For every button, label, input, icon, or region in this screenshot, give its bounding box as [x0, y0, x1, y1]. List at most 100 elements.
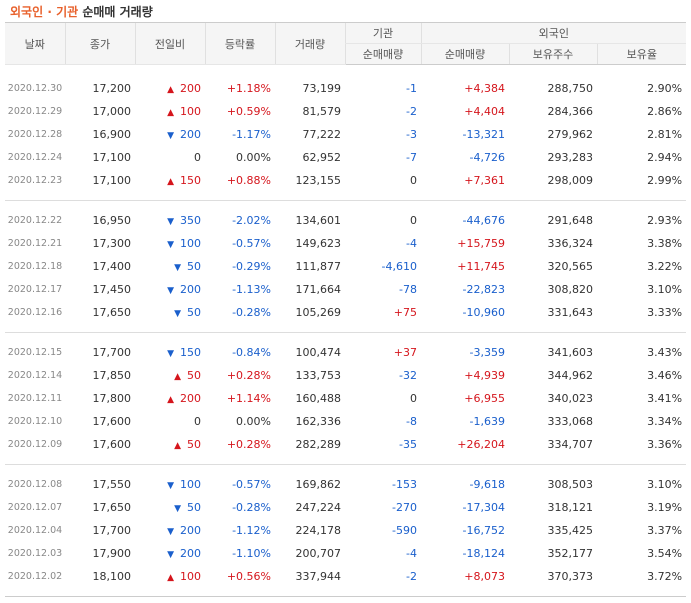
- group-foreign: 외국인: [420, 22, 687, 44]
- cell-foreign-net: +4,384: [464, 82, 505, 95]
- cell-foreign-net: +8,073: [464, 570, 505, 583]
- table-row: 2020.12.21 17,300 ▼ 100 -0.57% 149,623 -4 +15,7…: [5, 232, 686, 255]
- table-row: 2020.12.29 17,000 ▲ 100 +0.59% 81,579 -2 +4,404…: [5, 100, 686, 123]
- cell-foreign-net: +4,404: [464, 105, 505, 118]
- cell-volume: 134,601: [295, 214, 342, 227]
- cell-volume: 123,155: [295, 174, 342, 187]
- cell-foreign-net: -22,823: [462, 283, 505, 296]
- cell-volume: 200,707: [295, 547, 342, 560]
- cell-change: 0: [135, 146, 205, 169]
- cell-close: 16,950: [92, 214, 132, 227]
- cell-rate: -0.28%: [232, 306, 271, 319]
- cell-date: 2020.12.11: [7, 393, 63, 404]
- cell-rate: -0.29%: [232, 260, 271, 273]
- cell-date: 2020.12.21: [7, 238, 63, 249]
- change-value: 150: [180, 174, 201, 187]
- cell-foreign-hold: 288,750: [547, 82, 594, 95]
- cell-date: 2020.12.30: [7, 83, 63, 94]
- table-body: 2020.12.30 17,200 ▲ 200 +1.18% 73,199 -1 +4,384…: [5, 65, 687, 589]
- cell-inst-net: +37: [393, 346, 417, 359]
- cell-close: 16,900: [92, 128, 132, 141]
- change-value: 200: [180, 392, 201, 405]
- table-row: 2020.12.23 17,100 ▲ 150 +0.88% 123,155 0 +7,361…: [5, 169, 686, 192]
- change-value: 200: [180, 524, 201, 537]
- cell-volume: 133,753: [295, 369, 342, 382]
- title-foreign: 외국인: [10, 5, 44, 19]
- cell-inst-net: -1: [406, 82, 417, 95]
- cell-foreign-ratio: 3.43%: [647, 346, 683, 359]
- cell-volume: 73,199: [302, 82, 342, 95]
- cell-change: ▼ 200: [135, 278, 205, 301]
- cell-change: ▼ 100: [135, 232, 205, 255]
- cell-close: 17,850: [92, 369, 132, 382]
- table-row: 2020.12.16 17,650 ▼ 50 -0.28% 105,269 +75 -10,9…: [5, 301, 686, 324]
- table-row: 2020.12.17 17,450 ▼ 200 -1.13% 171,664 -78 -22,…: [5, 278, 686, 301]
- col-rate: 등락률: [204, 22, 275, 65]
- change-value: 350: [180, 214, 201, 227]
- title-dot: ·: [47, 5, 52, 19]
- cell-inst-net: -8: [406, 415, 417, 428]
- section-title: 외국인 · 기관 순매매 거래량: [10, 3, 153, 20]
- cell-foreign-ratio: 3.41%: [647, 392, 683, 405]
- cell-foreign-ratio: 3.22%: [647, 260, 683, 273]
- cell-foreign-hold: 320,565: [547, 260, 594, 273]
- cell-close: 17,000: [92, 105, 132, 118]
- cell-foreign-hold: 341,603: [547, 346, 594, 359]
- cell-foreign-net: -9,618: [469, 478, 505, 491]
- cell-foreign-ratio: 3.34%: [647, 415, 683, 428]
- cell-close: 17,700: [92, 346, 132, 359]
- cell-close: 17,550: [92, 478, 132, 491]
- cell-foreign-net: +6,955: [464, 392, 505, 405]
- cell-inst-net: -35: [399, 438, 417, 451]
- cell-foreign-ratio: 3.33%: [647, 306, 683, 319]
- trading-table: 날짜 종가 전일비 등락률 거래량 기관 외국인 순매매량 순매매량 보유주수 …: [5, 22, 687, 589]
- cell-inst-net: -78: [399, 283, 417, 296]
- cell-inst-net: -4,610: [381, 260, 417, 273]
- cell-volume: 162,336: [295, 415, 342, 428]
- cell-foreign-hold: 334,707: [547, 438, 594, 451]
- cell-foreign-hold: 308,820: [547, 283, 594, 296]
- cell-foreign-net: +4,939: [464, 369, 505, 382]
- cell-foreign-net: +11,745: [457, 260, 505, 273]
- triangle-down-icon: ▼: [174, 504, 181, 514]
- change-value: 50: [187, 369, 201, 382]
- cell-date: 2020.12.15: [7, 347, 63, 358]
- change-value: 200: [180, 82, 201, 95]
- triangle-down-icon: ▼: [167, 240, 174, 250]
- change-value: 200: [180, 283, 201, 296]
- change-value: 50: [187, 260, 201, 273]
- cell-change: ▼ 50: [135, 255, 205, 278]
- group-institution: 기관: [344, 22, 421, 44]
- cell-foreign-hold: 333,068: [547, 415, 594, 428]
- cell-volume: 111,877: [295, 260, 342, 273]
- cell-date: 2020.12.17: [7, 284, 63, 295]
- row-spacer: [5, 324, 687, 333]
- cell-inst-net: -590: [392, 524, 417, 537]
- row-spacer: [5, 201, 686, 210]
- cell-volume: 169,862: [295, 478, 342, 491]
- cell-foreign-ratio: 3.38%: [647, 237, 683, 250]
- cell-close: 17,800: [92, 392, 132, 405]
- table-row: 2020.12.11 17,800 ▲ 200 +1.14% 160,488 0 +6,955…: [5, 387, 686, 410]
- cell-foreign-net: -13,321: [462, 128, 505, 141]
- cell-date: 2020.12.23: [7, 175, 63, 186]
- cell-inst-net: 0: [410, 214, 417, 227]
- cell-foreign-net: +26,204: [457, 438, 505, 451]
- change-value: 0: [194, 151, 201, 164]
- cell-date: 2020.12.10: [7, 416, 63, 427]
- triangle-up-icon: ▲: [174, 441, 181, 451]
- cell-volume: 224,178: [295, 524, 342, 537]
- cell-foreign-net: -4,726: [469, 151, 505, 164]
- row-spacer: [5, 192, 687, 201]
- cell-change: ▲ 50: [135, 433, 205, 456]
- cell-volume: 149,623: [295, 237, 342, 250]
- cell-inst-net: 0: [410, 174, 417, 187]
- cell-change: ▲ 100: [135, 565, 205, 588]
- change-value: 50: [187, 501, 201, 514]
- cell-foreign-ratio: 3.10%: [647, 478, 683, 491]
- cell-foreign-ratio: 2.81%: [647, 128, 683, 141]
- cell-rate: -0.57%: [232, 478, 271, 491]
- cell-rate: -1.10%: [232, 547, 271, 560]
- table-row: 2020.12.30 17,200 ▲ 200 +1.18% 73,199 -1 +4,384…: [5, 77, 686, 100]
- cell-foreign-hold: 284,366: [547, 105, 594, 118]
